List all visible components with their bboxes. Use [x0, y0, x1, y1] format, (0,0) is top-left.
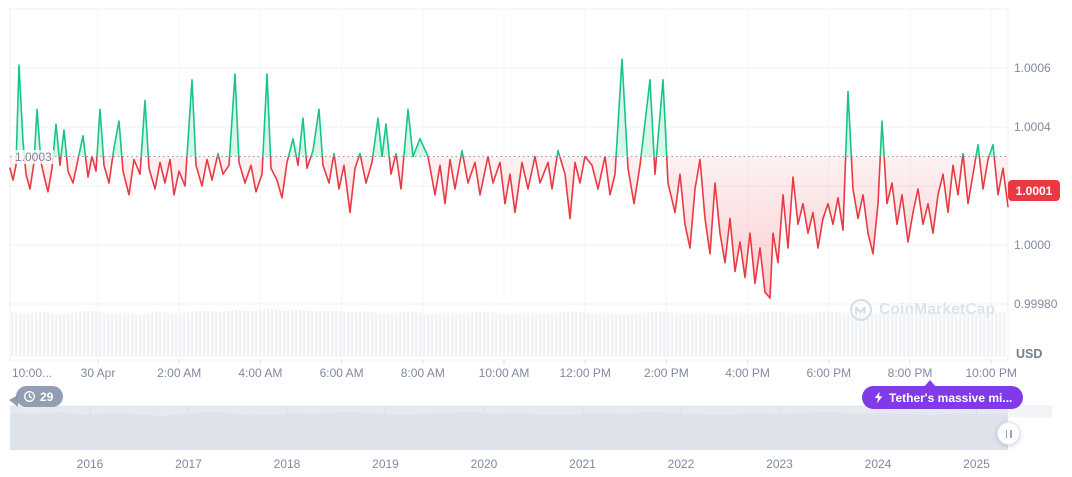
navigator-selected-range[interactable] — [10, 406, 1008, 450]
price-area-below-avg — [10, 156, 1008, 299]
year-label: 2023 — [766, 457, 793, 471]
y-axis-label: 0.99980 — [1014, 297, 1058, 311]
coinmarketcap-logo-icon — [849, 298, 873, 322]
news-annotation-badge[interactable]: Tether's massive mi... — [862, 380, 1024, 409]
y-axis-label: 1.0000 — [1014, 238, 1051, 252]
navigator-series — [10, 412, 1008, 450]
x-axis-label: 2:00 PM — [644, 366, 689, 380]
x-axis-label: 10:00 PM — [965, 366, 1017, 380]
year-label: 2019 — [372, 457, 399, 471]
history-badge-count: 29 — [40, 389, 54, 404]
navigator[interactable] — [10, 405, 1052, 450]
x-axis-label: 8:00 AM — [400, 366, 445, 380]
y-axis-label: 1.0006 — [1014, 61, 1051, 75]
year-label: 2025 — [963, 457, 990, 471]
x-axis-label: 4:00 PM — [725, 366, 770, 380]
x-axis-label: 30 Apr — [80, 366, 116, 380]
year-label: 2021 — [569, 457, 596, 471]
history-events-badge[interactable]: 29 — [9, 386, 64, 407]
x-axis-label: 4:00 AM — [238, 366, 283, 380]
x-axis-label: 12:00 PM — [559, 366, 611, 380]
watermark: CoinMarketCap — [849, 298, 995, 322]
currency-label: USD — [1016, 347, 1043, 361]
current-price-badge: 1.0001 — [1008, 180, 1060, 201]
year-label: 2020 — [470, 457, 498, 471]
x-axis-label: 8:00 PM — [887, 366, 933, 380]
lightning-bolt-icon — [874, 391, 883, 404]
x-axis-label: 10:00... — [12, 366, 53, 380]
year-label: 2022 — [667, 457, 695, 471]
volume-bars — [11, 308, 1006, 357]
x-axis-label: 6:00 AM — [319, 366, 364, 380]
price-line-down — [9, 156, 1009, 299]
navigator-handle[interactable] — [997, 422, 1020, 445]
x-axis-label: 10:00 AM — [478, 366, 530, 380]
average-price-label: 1.0003 — [13, 150, 54, 164]
annotation-badge-tail — [924, 380, 936, 387]
y-axis-label: 1.0004 — [1014, 120, 1051, 134]
year-label: 2018 — [273, 457, 301, 471]
price-line-up — [15, 58, 995, 157]
history-badge-tail — [9, 395, 18, 407]
year-label: 2024 — [864, 457, 892, 471]
x-axis-label: 2:00 AM — [157, 366, 202, 380]
clock-icon — [24, 391, 35, 402]
annotation-badge-text: Tether's massive mi... — [889, 390, 1013, 405]
x-axis-label: 6:00 PM — [806, 366, 852, 380]
year-label: 2017 — [175, 457, 202, 471]
watermark-text: CoinMarketCap — [879, 301, 996, 318]
year-label: 2016 — [76, 457, 104, 471]
